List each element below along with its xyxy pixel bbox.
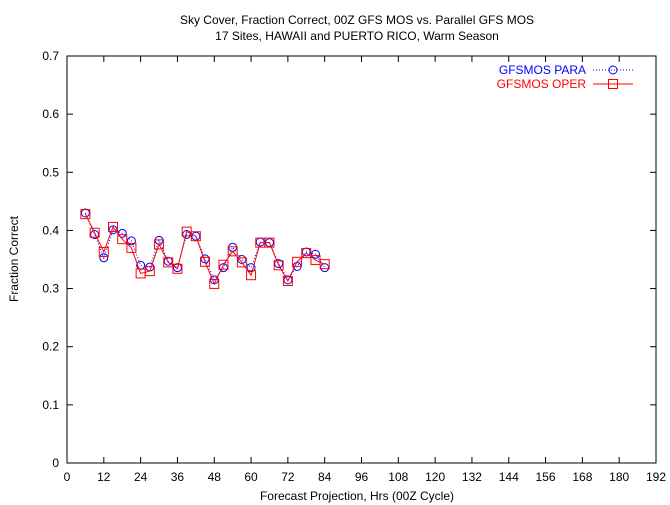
data-point xyxy=(246,270,257,281)
data-point xyxy=(319,259,330,270)
x-tick-label: 120 xyxy=(425,470,445,484)
x-tick-label: 60 xyxy=(244,470,258,484)
plot-area xyxy=(66,55,657,464)
data-point xyxy=(80,208,90,218)
series-line xyxy=(84,212,326,281)
data-point xyxy=(310,249,320,259)
x-tick-label: 192 xyxy=(646,470,666,484)
data-point xyxy=(292,256,303,267)
data-point xyxy=(190,231,201,242)
x-tick-label: 144 xyxy=(499,470,519,484)
legend-marker xyxy=(608,79,618,89)
data-point xyxy=(320,263,330,273)
data-point xyxy=(282,276,293,287)
data-point xyxy=(246,263,256,273)
x-tick-label: 36 xyxy=(171,470,185,484)
y-tick-label: 0.6 xyxy=(42,107,59,121)
data-point xyxy=(98,246,109,257)
x-axis-title: Forecast Projection, Hrs (00Z Cycle) xyxy=(260,489,454,503)
x-tick-label: 48 xyxy=(208,470,222,484)
data-point xyxy=(108,221,119,232)
data-point xyxy=(80,209,91,220)
legend-marker xyxy=(608,65,618,75)
x-tick-label: 180 xyxy=(609,470,629,484)
data-point xyxy=(209,278,220,289)
chart-title: Sky Cover, Fraction Correct, 00Z GFS MOS… xyxy=(180,13,534,27)
y-axis-title: Fraction Correct xyxy=(7,215,21,302)
axis-ticks: 0 12 24 36 48 60 72 84 96 108 120 132 144 156 168 180 19… xyxy=(42,49,666,484)
x-tick-label: 84 xyxy=(318,470,332,484)
x-tick-label: 0 xyxy=(64,470,71,484)
data-point xyxy=(117,234,128,245)
data-point xyxy=(126,242,137,253)
data-point xyxy=(200,256,211,267)
y-tick-label: 0.1 xyxy=(42,398,59,412)
x-tick-label: 168 xyxy=(572,470,592,484)
x-tick-label: 96 xyxy=(355,470,369,484)
y-tick-label: 0.4 xyxy=(42,223,59,237)
data-point xyxy=(264,237,275,248)
data-point xyxy=(89,227,100,238)
legend-label: GFSMOS PARA xyxy=(499,63,586,77)
data-point xyxy=(163,257,174,268)
chart-subtitle: 17 Sites, HAWAII and PUERTO RICO, Warm S… xyxy=(215,29,499,43)
series-1 xyxy=(80,209,330,289)
data-point xyxy=(227,246,238,257)
y-tick-label: 0.2 xyxy=(42,340,59,354)
data-point xyxy=(154,239,165,250)
x-tick-label: 132 xyxy=(462,470,482,484)
legend-label: GFSMOS OPER xyxy=(497,77,587,91)
data-point xyxy=(301,248,312,259)
data-point xyxy=(144,266,155,277)
y-tick-label: 0.3 xyxy=(42,282,59,296)
data-point xyxy=(218,259,229,270)
x-tick-label: 24 xyxy=(134,470,148,484)
y-tick-label: 0 xyxy=(52,456,59,470)
x-tick-label: 12 xyxy=(97,470,111,484)
data-point xyxy=(255,237,265,247)
data-point xyxy=(126,236,136,246)
series-line xyxy=(84,213,325,286)
y-tick-label: 0.7 xyxy=(42,49,59,63)
series-layer xyxy=(80,208,330,289)
data-point xyxy=(172,263,183,274)
data-point xyxy=(99,253,109,263)
x-tick-label: 156 xyxy=(536,470,556,484)
x-tick-label: 108 xyxy=(388,470,408,484)
y-tick-label: 0.5 xyxy=(42,165,59,179)
x-tick-label: 72 xyxy=(281,470,295,484)
data-point xyxy=(273,260,284,271)
data-point xyxy=(236,257,247,268)
